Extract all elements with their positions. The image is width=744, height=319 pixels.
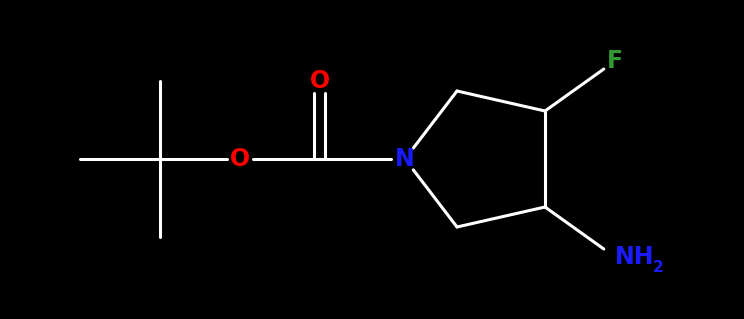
Text: O: O: [230, 147, 250, 171]
Text: 2: 2: [653, 259, 664, 275]
Text: F: F: [607, 49, 623, 73]
Text: O: O: [310, 69, 330, 93]
Text: NH: NH: [615, 245, 655, 269]
Text: N: N: [395, 147, 415, 171]
